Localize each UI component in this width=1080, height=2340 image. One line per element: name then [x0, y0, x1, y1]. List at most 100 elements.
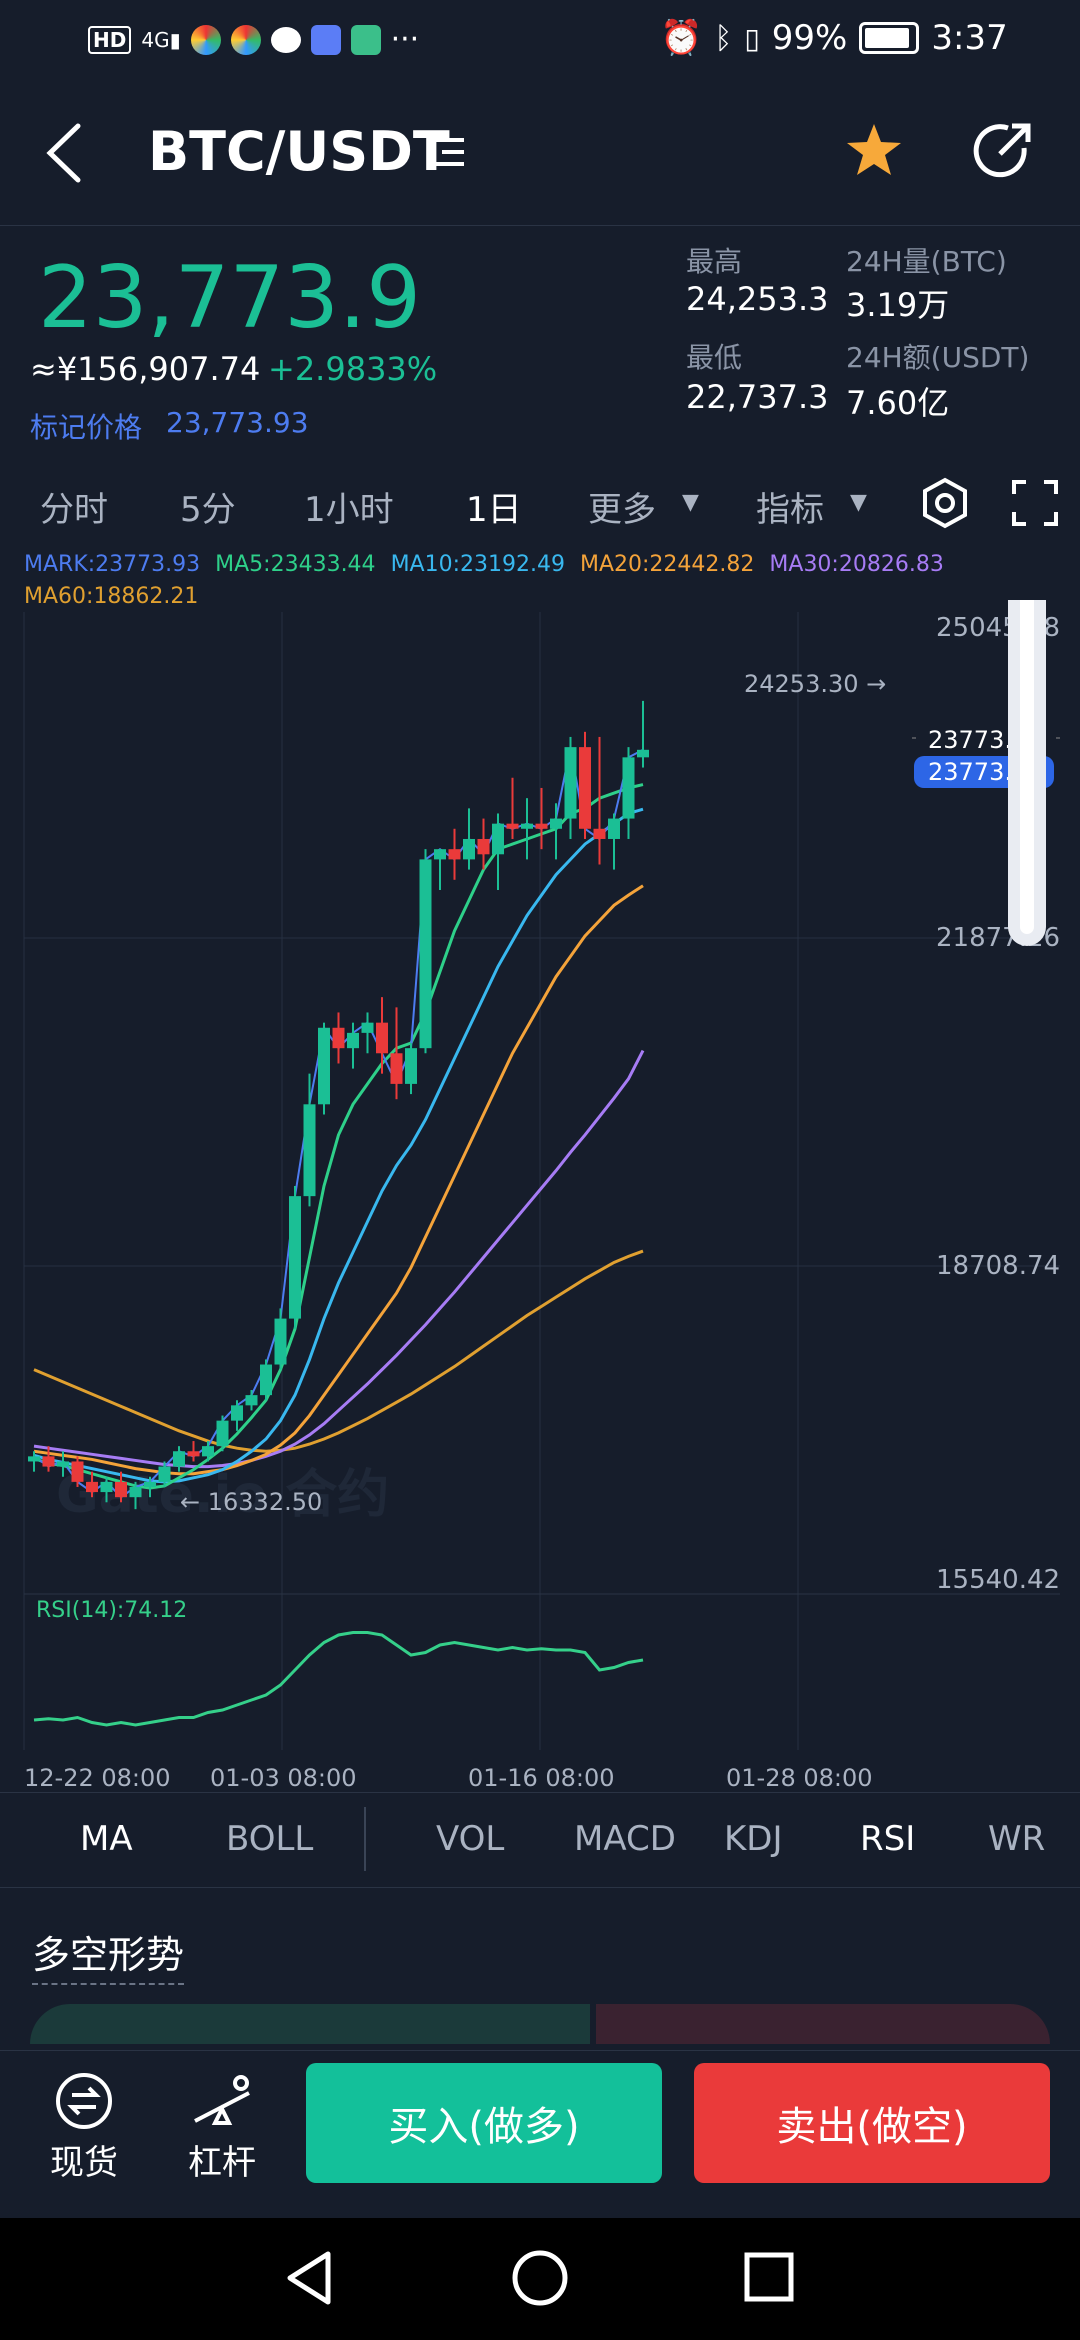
rsi-line [33, 1631, 644, 1727]
candle-body [361, 1022, 374, 1033]
app-icon-2 [230, 24, 261, 55]
clock: 3:37 [931, 18, 1008, 58]
app-icon-3 [350, 24, 381, 55]
ind-tab-rsi[interactable]: RSI [860, 1819, 916, 1859]
candle-body [86, 1481, 98, 1493]
ind-tab-wr[interactable]: WR [988, 1819, 1046, 1859]
low-value: 22,737.3 [686, 378, 829, 416]
ma-legend: MARK:23773.93 MA5:23433.44 MA10:23192.49… [24, 552, 1024, 577]
lever-label: 杠杆 [188, 2143, 256, 2183]
mark-price-label: 标记价格 [30, 411, 143, 444]
ma5-line [33, 783, 644, 1490]
candle-body [129, 1486, 142, 1498]
tab-1day[interactable]: 1日 [466, 490, 522, 530]
candle-body [245, 1395, 258, 1406]
candle-body [318, 1027, 330, 1105]
tab-fenshi[interactable]: 分时 [40, 490, 108, 530]
ind-tab-ma[interactable]: MA [80, 1819, 133, 1859]
indicators-dropdown-icon: ▼ [850, 490, 867, 515]
high-label: 最高 [686, 245, 743, 278]
candle-body [506, 823, 519, 829]
home-circle-icon[interactable] [510, 2248, 570, 2308]
candle-body [376, 1022, 388, 1054]
candle-body [593, 828, 606, 839]
back-triangle-icon[interactable] [282, 2248, 336, 2308]
tab-more[interactable]: 更多 [588, 490, 656, 530]
candles [28, 700, 649, 1510]
ind-divider [364, 1807, 366, 1871]
timeframe-tabs: 分时 5分 1小时 1日 更多 ▼ 指标 ▼ [0, 476, 1080, 536]
spot-label: 现货 [50, 2143, 118, 2183]
bluetooth-icon: ᛒ [714, 20, 733, 56]
candle-body [57, 1461, 69, 1467]
star-icon[interactable] [844, 120, 904, 180]
y-tick-3: 18708.74 [936, 1251, 1060, 1281]
buy-long-button[interactable]: 买入(做多) [306, 2063, 662, 2183]
recents-square-icon[interactable] [742, 2250, 796, 2304]
candle-body [158, 1466, 171, 1482]
signal-4g-icon: 4G▮ [141, 27, 181, 52]
y-tick-4: 15540.42 [936, 1565, 1060, 1595]
tab-1hour[interactable]: 1小时 [304, 490, 394, 530]
system-nav-bar [0, 2218, 1080, 2340]
watermark: Gate.io 合约 [56, 1465, 389, 1525]
list-menu-icon[interactable] [428, 132, 468, 172]
candle-body [419, 859, 432, 1049]
status-right: ⏰ ᛒ ▯ 99% 3:37 [660, 18, 1008, 58]
sell-short-button[interactable]: 卖出(做空) [694, 2063, 1050, 2183]
status-left-icons: HD 4G▮ ··· [88, 22, 419, 57]
ind-tab-boll[interactable]: BOLL [226, 1819, 314, 1859]
candle-body [303, 1104, 316, 1197]
header: BTC/USDT [0, 80, 1080, 226]
ind-tab-macd[interactable]: MACD [574, 1819, 676, 1859]
indicator-tabs-bar: MA BOLL VOL MACD KDJ RSI WR [0, 1792, 1080, 1888]
section-title[interactable]: 多空形势 [32, 1924, 185, 1985]
status-bar: HD 4G▮ ··· ⏰ ᛒ ▯ 99% 3:37 [0, 0, 1080, 80]
candle-body [405, 1048, 417, 1084]
candle-body [28, 1456, 40, 1462]
tab-indicators[interactable]: 指标 [756, 490, 824, 530]
spot-button[interactable]: 现货 [44, 2071, 124, 2184]
candle-body [144, 1481, 156, 1487]
legend-ma5: MA5:23433.44 [215, 552, 376, 577]
chart-scrollbar-inner [1020, 600, 1034, 934]
high-value: 24,253.3 [686, 280, 829, 318]
more-dots-icon: ··· [390, 22, 420, 57]
candle-body [332, 1027, 345, 1049]
lever-button[interactable]: 杠杆 [182, 2071, 262, 2184]
ma60-line [33, 1249, 644, 1453]
app-icon-1 [190, 24, 221, 55]
settings-hexagon-icon[interactable] [918, 476, 972, 530]
candle-body [564, 747, 577, 819]
ma-lines [33, 746, 645, 1499]
hd-icon: HD [88, 25, 132, 54]
ind-tab-vol[interactable]: VOL [436, 1819, 505, 1859]
fullscreen-icon[interactable] [1012, 480, 1058, 526]
indicator-tabs: MA BOLL VOL MACD KDJ RSI WR [0, 1793, 1080, 1887]
candle-body [463, 838, 475, 860]
candle-body [521, 823, 533, 829]
chat-icon [270, 26, 301, 53]
candle-body [637, 749, 649, 758]
candle-body [71, 1461, 84, 1482]
candle-body [115, 1481, 127, 1498]
tab-5min[interactable]: 5分 [180, 490, 236, 530]
kline-chart[interactable]: Gate.io 合约 25045.88 21877.26 18708.74 15… [0, 600, 1080, 1800]
ind-tab-kdj[interactable]: KDJ [724, 1819, 783, 1859]
low-label: 最低 [686, 341, 743, 374]
candle-body [100, 1481, 113, 1493]
candle-body [231, 1405, 243, 1421]
legend-ma20: MA20:22442.82 [579, 552, 755, 577]
low-annotation: ← 16332.50 [180, 1488, 322, 1516]
candle-body [289, 1196, 301, 1319]
share-icon[interactable] [972, 118, 1038, 184]
pair-title[interactable]: BTC/USDT [148, 120, 450, 183]
candle-body [187, 1451, 200, 1457]
ma20-line [33, 884, 644, 1476]
vol-value: 3.19万 [846, 286, 950, 324]
candle-body [347, 1032, 359, 1049]
candle-body [579, 747, 591, 829]
chevron-left-icon[interactable] [40, 118, 90, 188]
cny-price: ≈¥156,907.74 [30, 350, 261, 388]
alarm-icon: ⏰ [660, 18, 703, 58]
